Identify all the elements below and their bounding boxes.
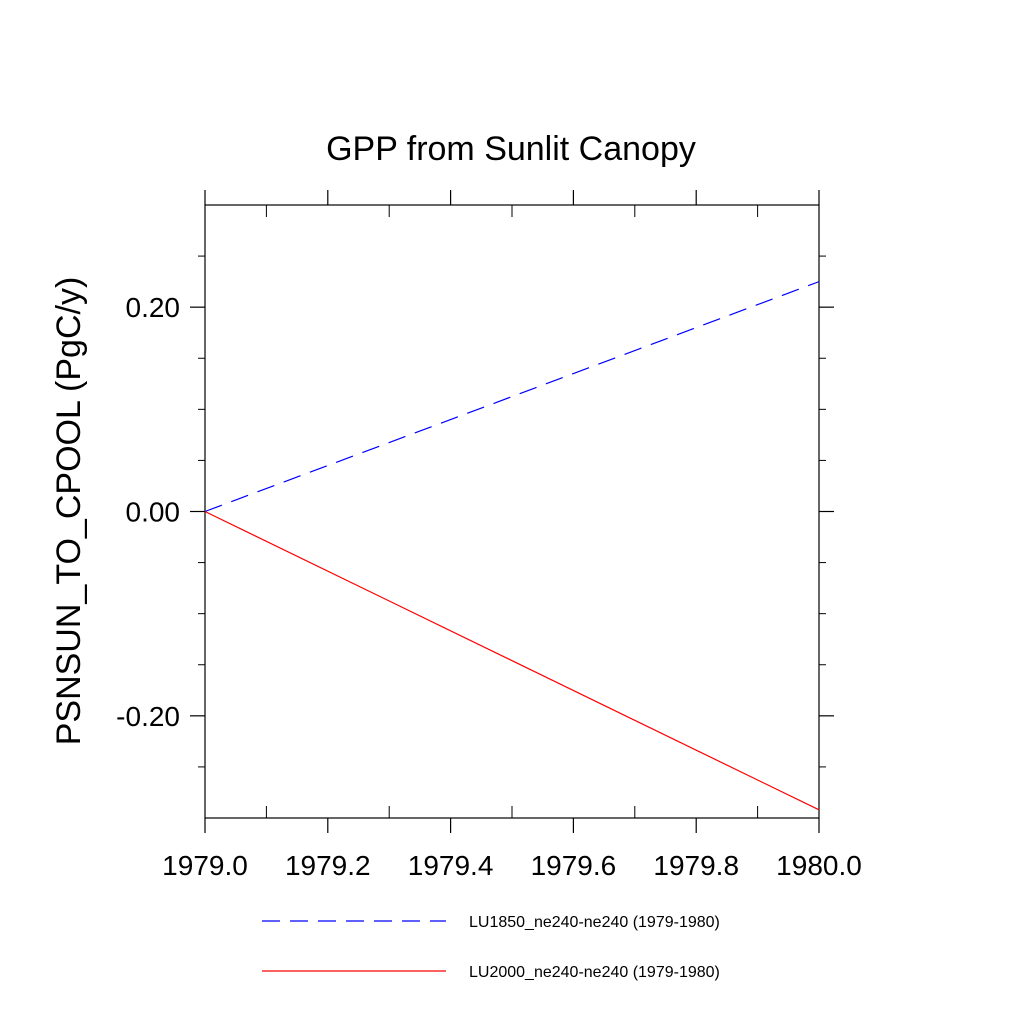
x-tick-label: 1979.6 [531, 850, 617, 881]
x-tick-label: 1979.4 [408, 850, 494, 881]
x-tick-label: 1979.8 [653, 850, 739, 881]
x-tick-label: 1980.0 [776, 850, 862, 881]
plot-area: 1979.0 1979.2 1979.4 1979.6 1979.8 1980.0 0.20… [116, 190, 862, 881]
series-line-1 [204, 281, 820, 513]
legend-label-2: LU2000_ne240-ne240 (1979-1980) [469, 964, 720, 981]
y-tick-label: 0.00 [126, 497, 181, 528]
plot-frame [204, 204, 820, 819]
series-line-2 [204, 510, 820, 811]
y-tick-label: -0.20 [116, 701, 180, 732]
x-tick-label: 1979.0 [162, 850, 248, 881]
legend: LU1850_ne240-ne240 (1979-1980) LU2000_ne2… [262, 914, 720, 981]
legend-label-1: LU1850_ne240-ne240 (1979-1980) [469, 914, 720, 931]
y-tick-label: 0.20 [126, 292, 181, 323]
y-axis-label: PSNSUN_TO_CPOOL (PgC/y) [50, 277, 88, 746]
x-tick-label: 1979.2 [285, 850, 371, 881]
chart-title: GPP from Sunlit Canopy [326, 130, 696, 168]
